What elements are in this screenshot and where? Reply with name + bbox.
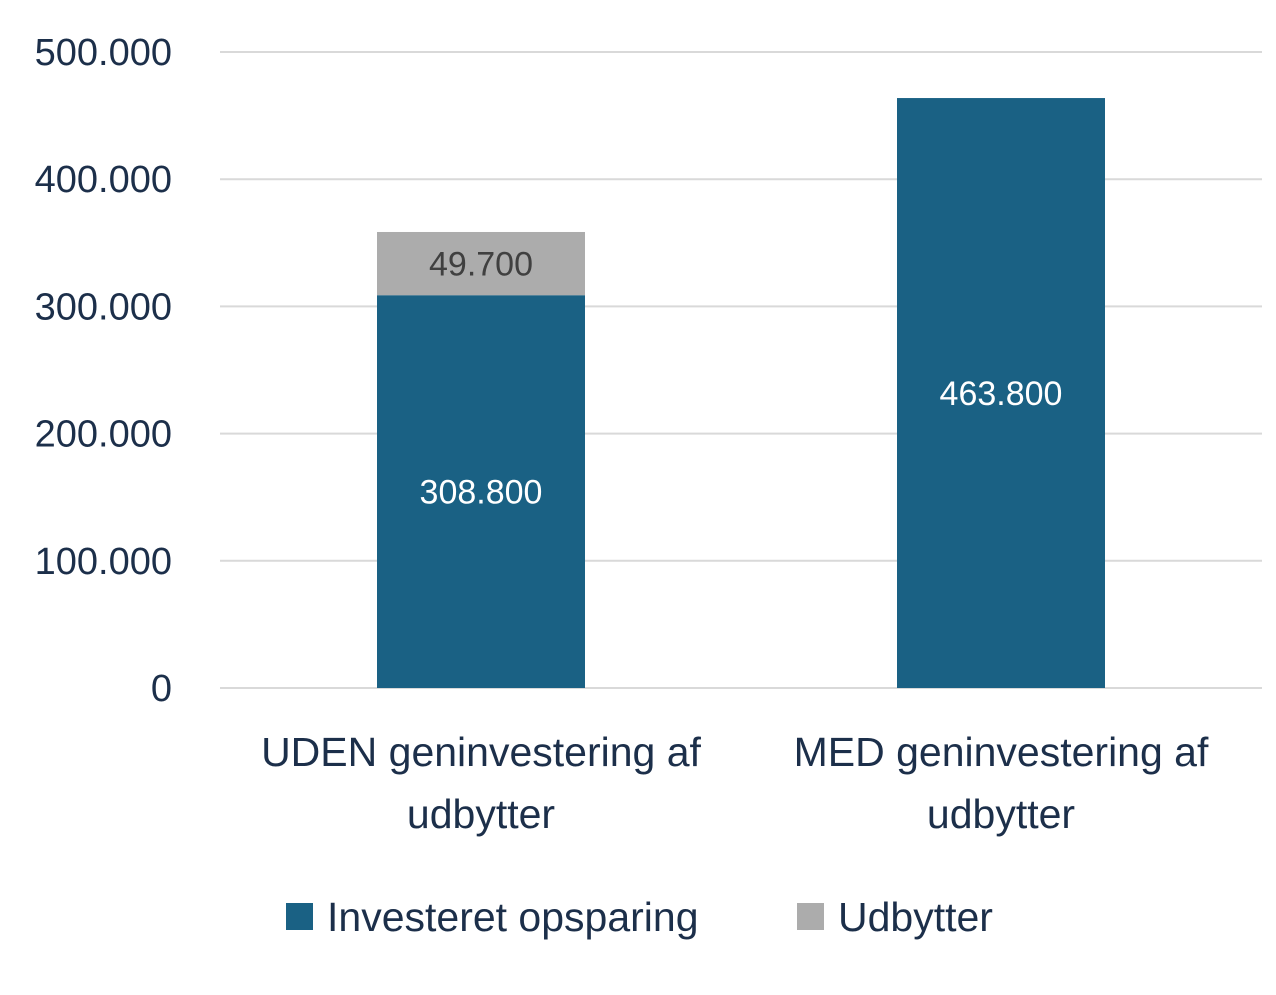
y-tick-label: 300.000 xyxy=(35,286,172,328)
y-tick-label: 0 xyxy=(151,668,172,710)
y-tick-label: 100.000 xyxy=(35,541,172,583)
y-axis-tick-labels: 0 100.000 200.000 300.000 400.000 500.000 xyxy=(35,32,172,710)
gridlines xyxy=(220,51,1262,689)
x-category-label: udbytter xyxy=(407,791,555,837)
x-category-label: MED geninvestering af xyxy=(794,729,1209,775)
bar-investeret-opsparing-0 xyxy=(377,295,585,688)
bar-investeret-opsparing-1 xyxy=(897,98,1105,689)
legend-label: Udbytter xyxy=(838,894,993,940)
data-label: 49.700 xyxy=(429,246,533,284)
legend-swatch-udbytter xyxy=(797,903,824,930)
bars xyxy=(377,98,1105,689)
y-tick-label: 400.000 xyxy=(35,159,172,201)
x-category-label: udbytter xyxy=(927,791,1075,837)
data-labels: 308.800 49.700 463.800 xyxy=(420,246,1063,512)
data-label: 308.800 xyxy=(420,474,543,512)
y-tick-label: 200.000 xyxy=(35,414,172,456)
bar-udbytter-0 xyxy=(377,231,585,296)
y-tick-label: 500.000 xyxy=(35,32,172,74)
legend-label: Investeret opsparing xyxy=(327,894,699,940)
legend: Investeret opsparing Udbytter xyxy=(286,894,993,940)
x-category-label: UDEN geninvestering af xyxy=(261,729,701,775)
x-axis-category-labels: UDEN geninvestering af udbytter MED geninv… xyxy=(261,729,1209,837)
legend-swatch-investeret-opsparing xyxy=(286,903,313,930)
data-label: 463.800 xyxy=(940,375,1063,413)
